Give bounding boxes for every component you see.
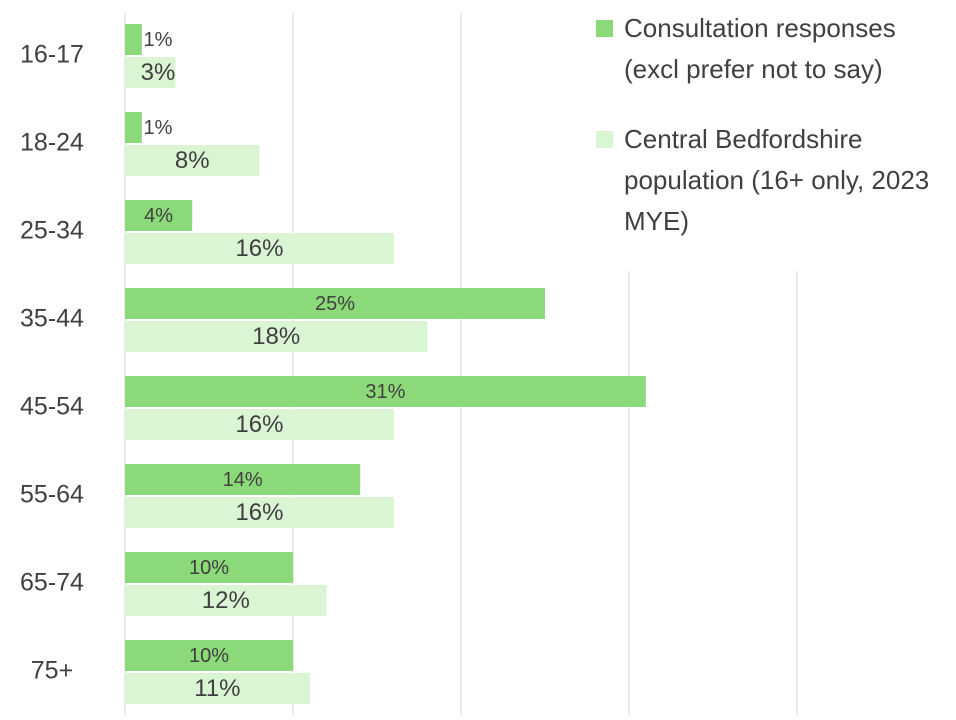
y-tick-label: 55-64 [20, 481, 84, 509]
data-label: 3% [141, 59, 176, 86]
data-label: 16% [235, 499, 283, 526]
data-label: 8% [175, 147, 210, 174]
data-label: 1% [144, 29, 173, 51]
data-label: 11% [194, 675, 240, 702]
bar [125, 376, 646, 407]
bar [125, 585, 327, 616]
legend-swatch [596, 20, 613, 37]
data-label: 4% [144, 205, 173, 227]
data-label: 16% [235, 411, 283, 438]
bar [125, 233, 394, 264]
legend-entry: Central Bedfordshire population (16+ onl… [596, 119, 956, 242]
data-label: 10% [189, 645, 229, 667]
bar [125, 24, 142, 55]
data-label: 25% [315, 293, 355, 315]
bar [125, 552, 293, 583]
data-label: 18% [252, 323, 300, 350]
y-tick-label: 65-74 [20, 569, 84, 597]
bar [125, 200, 193, 231]
data-label: 14% [223, 469, 263, 491]
data-label: 1% [144, 117, 173, 139]
data-label: 16% [235, 235, 283, 262]
legend-entry: Consultation responses (excl prefer not … [596, 8, 956, 90]
y-tick-label: 75+ [31, 657, 73, 685]
bar [125, 145, 260, 176]
y-tick-label: 25-34 [20, 217, 84, 245]
legend-swatch [596, 131, 613, 148]
bar [125, 464, 361, 495]
bar [125, 57, 176, 88]
legend-label: Consultation responses (excl prefer not … [624, 13, 896, 84]
legend-label: Central Bedfordshire population (16+ onl… [624, 124, 930, 236]
data-label: 12% [202, 587, 250, 614]
legend: Consultation responses (excl prefer not … [596, 8, 956, 271]
y-tick-label: 18-24 [20, 129, 84, 157]
bar [125, 673, 310, 704]
y-tick-label: 35-44 [20, 305, 84, 333]
bar [125, 321, 428, 352]
bar [125, 288, 545, 319]
bar [125, 112, 142, 143]
bar [125, 640, 293, 671]
bar [125, 409, 394, 440]
data-label: 10% [189, 557, 229, 579]
y-tick-label: 16-17 [20, 41, 84, 69]
data-label: 31% [365, 381, 405, 403]
y-tick-label: 45-54 [20, 393, 84, 421]
bar [125, 497, 394, 528]
